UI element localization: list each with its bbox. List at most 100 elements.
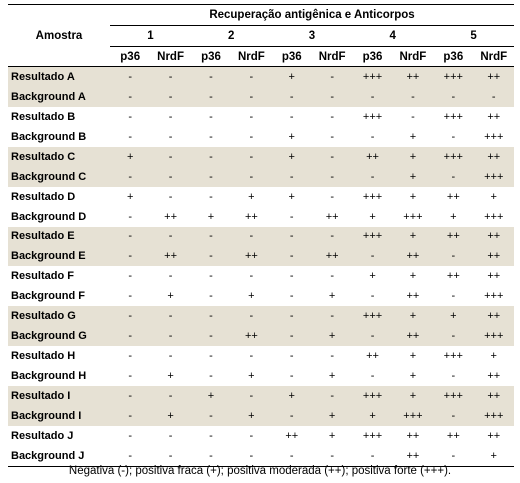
row-label: Resultado I [8,386,110,406]
table-cell: - [392,86,434,107]
table-cell: ++ [473,66,514,87]
table-cell: - [209,110,213,123]
table-cell: - [311,146,353,167]
table-cell: ++ [231,326,272,347]
table-cell: - [249,350,254,363]
table-cell: + [248,290,255,303]
table-cell: - [249,130,254,143]
table-cell: - [433,166,474,187]
subheader: NrdF [311,46,353,67]
table-cell: - [370,130,375,143]
table-cell: - [370,370,375,383]
table-cell: - [271,246,312,267]
row-label: Resultado J [11,429,74,442]
table-cell: +++ [484,130,504,143]
table-cell: - [271,226,312,247]
row-label: Background G [8,326,110,347]
table-cell: - [433,246,474,267]
header-main: Recuperação antigênica e Anticorpos [110,4,514,26]
table-cell: - [311,306,353,327]
table-cell: - [110,326,151,347]
table-cell: - [352,86,393,107]
table-cell: + [490,350,497,363]
table-cell: - [168,190,173,203]
table-cell: +++ [362,429,383,442]
table-cell: - [271,166,312,187]
table-cell: + [150,405,191,426]
table-cell: - [271,326,312,347]
table-row: Background G - - - ++ - + - ++ - +++ [8,326,514,347]
table-cell: ++ [311,246,353,267]
table-cell: - [128,210,133,223]
table-cell: +++ [352,386,393,406]
table-cell: ++ [231,246,272,267]
table-cell: + [409,350,417,363]
table-cell: - [231,146,272,167]
row-label: Background B [11,130,87,143]
table-cell: - [231,86,272,107]
table-cell: - [231,226,272,247]
header-sample: Amostra [8,4,110,67]
table-cell: - [473,86,514,107]
table-cell: - [110,246,151,267]
table-cell: +++ [392,405,434,426]
table-cell: - [209,270,213,283]
table-cell: - [249,110,254,123]
table-cell: - [190,146,232,167]
results-table-body: Resultado A - - - - + - +++ ++ +++ ++ Background A-… [8,66,514,467]
table-cell: ++ [487,270,501,283]
table-cell: - [168,130,173,143]
table-cell: - [190,306,232,327]
table-cell: + [190,386,232,406]
table-cell: + [248,370,255,383]
table-cell: - [311,86,353,107]
table-cell: - [110,66,151,87]
table-cell: + [167,290,174,303]
table-cell: +++ [433,386,474,406]
table-row: Resultado A - - - - + - +++ ++ +++ ++ [8,66,514,87]
table-cell: + [288,190,295,203]
table-row: Resultado B - - - - - - +++ - +++ ++ [8,107,514,127]
table-cell: + [271,386,312,406]
row-label: Background F [11,290,85,303]
table-row: Resultado F - - - - - - + + ++ ++ [8,266,514,286]
table-cell: - [311,386,353,406]
row-label: Background J [8,445,110,467]
table-row: Resultado C + - - - + - ++ + +++ ++ [8,146,514,167]
group-header-1: 1 [110,25,191,47]
table-cell: ++ [446,429,460,442]
group-header-5: 5 [433,25,514,47]
row-label: Resultado A [8,66,110,87]
table-cell: - [190,226,232,247]
table-cell: - [352,326,393,347]
table-cell: + [328,290,336,303]
table-cell: - [209,429,213,442]
table-cell: - [289,290,294,303]
table-row: Background F - + - + - + - ++ - +++ [8,286,514,306]
table-cell: + [409,130,417,143]
table-cell: ++ [325,210,339,223]
table-cell: - [231,166,272,187]
table-cell: - [209,290,213,303]
row-label: Resultado F [11,270,74,283]
table-cell: - [150,326,191,347]
table-cell: - [289,210,294,223]
table-cell: - [110,166,151,187]
table-cell: ++ [433,226,474,247]
table-cell: +++ [433,66,474,87]
table-cell: +++ [443,110,463,123]
table-cell: - [110,405,151,426]
table-cell: +++ [484,210,504,223]
table-cell: +++ [362,190,383,203]
table-cell: - [209,370,213,383]
table-cell: ++ [285,429,299,442]
table-cell: - [150,386,191,406]
table-cell: ++ [487,370,501,383]
table-cell: + [110,146,151,167]
table-cell: - [271,306,312,327]
subheader: p36 [271,46,312,67]
table-cell: - [190,166,232,187]
subheader: p36 [352,46,393,67]
table-cell: - [209,350,213,363]
table-cell: ++ [487,429,501,442]
